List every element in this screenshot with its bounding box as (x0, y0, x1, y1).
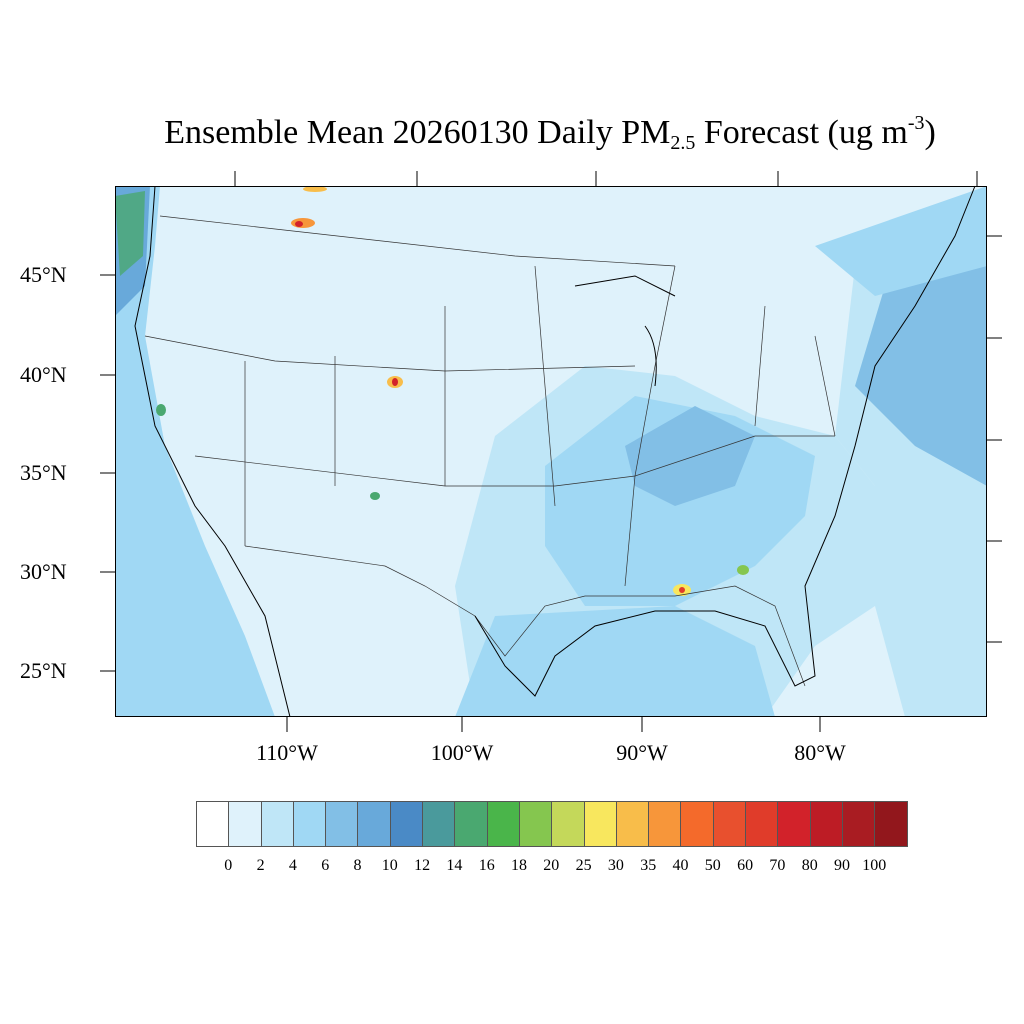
colorbar-label: 18 (511, 857, 527, 874)
colorbar-swatch (552, 802, 585, 846)
colorbar-swatch (358, 802, 391, 846)
colorbar-label: 70 (769, 857, 786, 874)
title-units-close: ) (924, 114, 936, 151)
colorbar (196, 801, 908, 847)
hotspot-new-mexico (370, 492, 380, 500)
hotspot-montana-core (295, 221, 303, 227)
colorbar-label: 12 (414, 857, 431, 874)
colorbar-label: 90 (834, 857, 850, 874)
colorbar-label: 8 (353, 857, 362, 874)
colorbar-swatch (616, 802, 650, 846)
hotspot-wyoming-core (392, 378, 398, 386)
colorbar-label: 50 (704, 857, 721, 874)
colorbar-swatch (875, 802, 907, 846)
midsouth-region (625, 406, 755, 506)
colorbar-label: 35 (640, 857, 657, 874)
colorbar-label: 14 (446, 857, 463, 874)
colorbar-swatch (326, 802, 359, 846)
colorbar-swatch (390, 802, 424, 846)
colorbar-swatch (293, 802, 327, 846)
colorbar-label: 80 (801, 857, 818, 874)
map-frame (115, 186, 987, 717)
pacific-coastline (134, 185, 291, 718)
colorbar-swatch (261, 802, 294, 846)
great-lakes-outline (574, 275, 676, 387)
lon-label-90w: 90°W (616, 740, 668, 765)
map-title: Ensemble Mean 20260130 Daily PM2.5 Forec… (0, 112, 1024, 155)
colorbar-label: 20 (543, 857, 560, 874)
coastal-hotspot (115, 191, 145, 276)
axis-ticks (100, 171, 1002, 732)
colorbar-label: 2 (256, 857, 265, 874)
colorbar-swatch (649, 802, 682, 846)
colorbar-label: 10 (381, 857, 398, 874)
colorbar-label: 25 (575, 857, 592, 874)
colorbar-swatch (810, 802, 843, 846)
lat-label-45: 45°N (20, 262, 67, 287)
pacific-region (115, 186, 275, 717)
lon-label-100w: 100°W (430, 740, 494, 765)
colorbar-label: 40 (672, 857, 689, 874)
colorbar-label: 30 (607, 857, 624, 874)
colorbar-swatch (455, 802, 488, 846)
colorbar-swatch (681, 802, 714, 846)
northeast-region (815, 186, 987, 296)
gulf-region (455, 606, 775, 717)
colorbar-swatch (746, 802, 779, 846)
hotspot-montana (291, 218, 315, 228)
colorbar-swatch (584, 802, 617, 846)
title-units: Forecast (ug m (695, 114, 908, 151)
lat-label-40: 40°N (20, 362, 67, 387)
title-text: Ensemble Mean 20260130 Daily PM (164, 114, 671, 151)
colorbar-swatch (197, 802, 230, 846)
colorbar-swatch (519, 802, 553, 846)
hotspot-california (156, 404, 166, 416)
north-atlantic-region (855, 246, 987, 486)
hotspot-georgia (737, 565, 749, 575)
lat-label-30: 30°N (20, 559, 67, 584)
hotspot-mobile-core (679, 587, 685, 593)
title-subscript: 2.5 (670, 132, 696, 154)
colorbar-label: 100 (862, 857, 887, 874)
colorbar-swatch (713, 802, 747, 846)
colorbar-swatch (778, 802, 811, 846)
colorbar-label: 4 (288, 857, 297, 874)
colorbar-label: 60 (737, 857, 754, 874)
lon-label-80w: 80°W (794, 740, 846, 765)
lat-label-25: 25°N (20, 658, 67, 683)
lon-label-110w: 110°W (256, 740, 318, 765)
colorbar-swatch (423, 802, 456, 846)
lat-label-35: 35°N (20, 460, 67, 485)
colorbar-swatch (842, 802, 876, 846)
pm25-map (100, 171, 1002, 732)
colorbar-swatch (487, 802, 520, 846)
title-superscript: -3 (907, 112, 925, 134)
colorbar-swatch (229, 802, 262, 846)
colorbar-label: 0 (224, 857, 233, 874)
colorbar-label: 16 (478, 857, 495, 874)
state-boundaries (144, 215, 836, 687)
hotspot-canada (303, 186, 327, 192)
colorbar-label: 6 (321, 857, 330, 874)
atlantic-gulf-coastline (474, 185, 976, 697)
